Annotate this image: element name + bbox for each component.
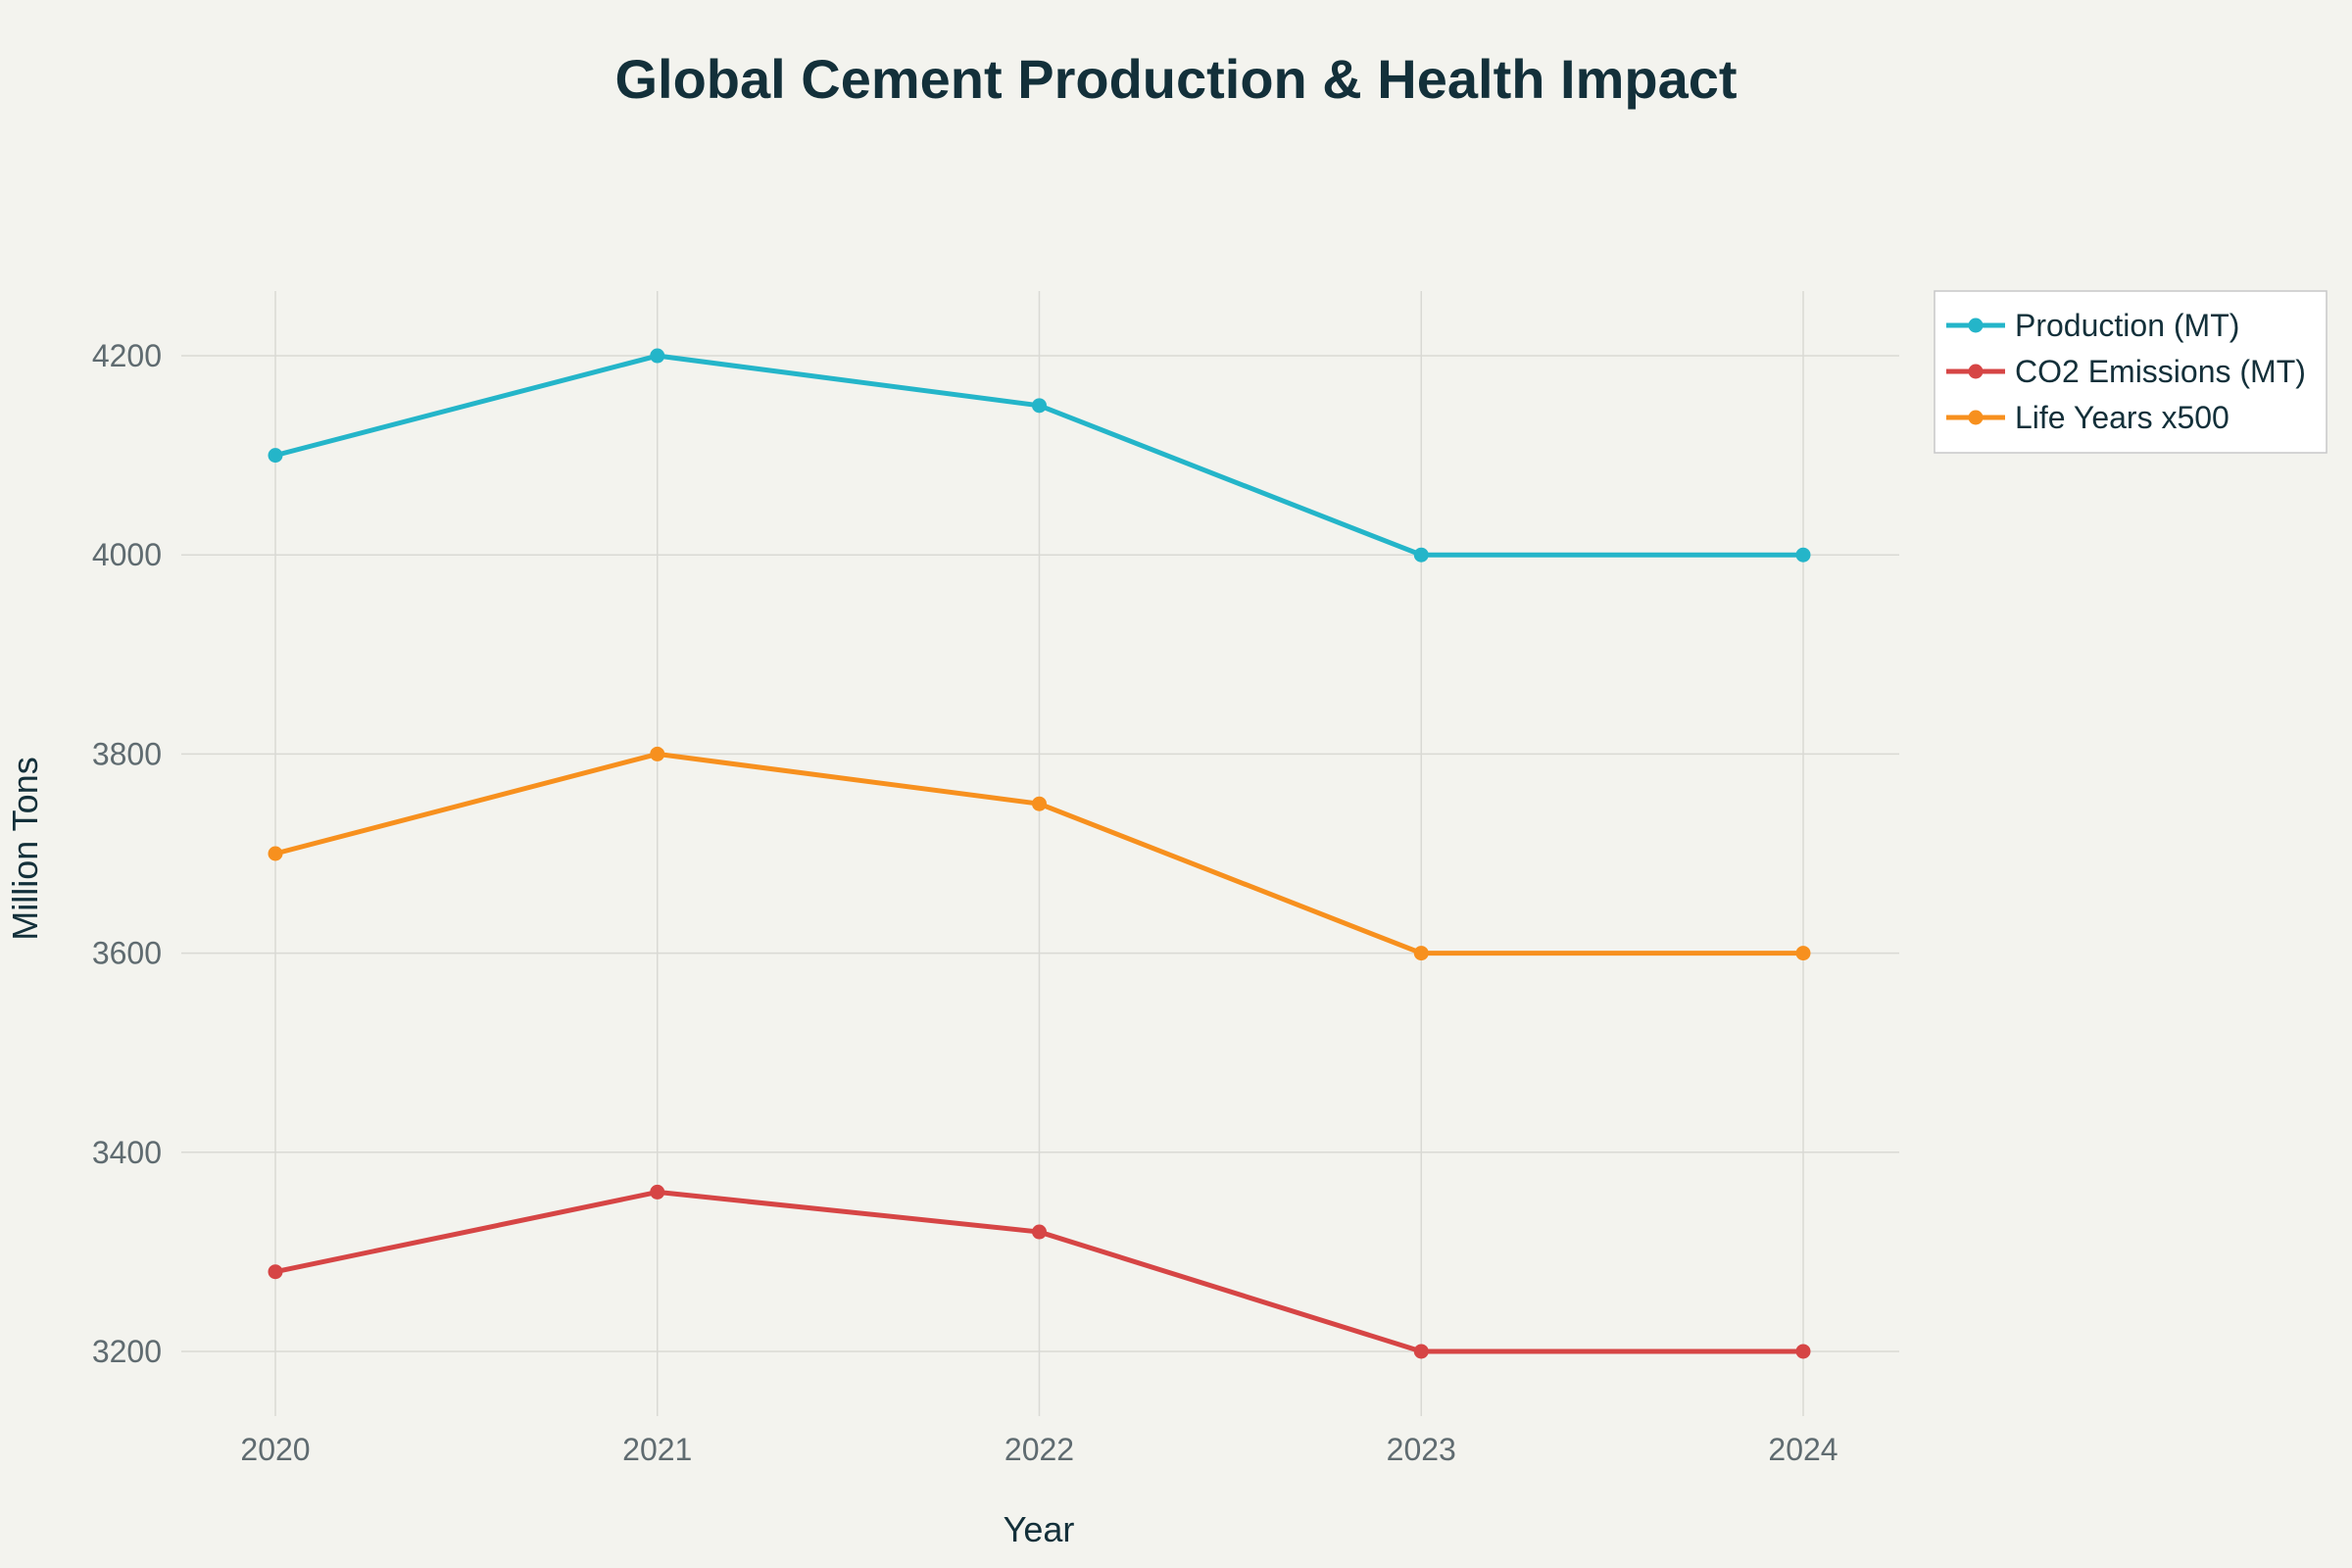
y-tick-label: 3200 — [92, 1334, 162, 1369]
x-tick-label: 2023 — [1387, 1432, 1456, 1467]
series-0 — [268, 348, 1811, 563]
grid — [181, 291, 1899, 1416]
legend[interactable]: Production (MT) CO2 Emissions (MT) Life Ye… — [1934, 290, 2328, 454]
data-point[interactable] — [1413, 1344, 1429, 1359]
legend-item[interactable]: CO2 Emissions (MT) — [1946, 354, 2306, 389]
x-axis-ticks: 2020 2021 2022 2023 2024 — [240, 1432, 1838, 1467]
data-point[interactable] — [268, 846, 283, 861]
legend-label: CO2 Emissions (MT) — [2015, 354, 2306, 389]
y-tick-label: 3400 — [92, 1135, 162, 1170]
data-point[interactable] — [650, 746, 665, 761]
legend-label: Life Years x500 — [2015, 400, 2230, 435]
y-tick-label: 4200 — [92, 338, 162, 373]
data-point[interactable] — [1795, 946, 1811, 961]
legend-swatch-marker — [1968, 318, 1984, 333]
series-1 — [268, 1184, 1811, 1359]
x-tick-label: 2024 — [1768, 1432, 1838, 1467]
data-point[interactable] — [650, 1184, 665, 1200]
legend-swatch-marker — [1968, 410, 1984, 425]
data-point[interactable] — [1413, 946, 1429, 961]
x-axis-title: Year — [1004, 1509, 1075, 1549]
legend-swatch-marker — [1968, 364, 1984, 379]
series-layer — [268, 348, 1811, 1359]
x-tick-label: 2022 — [1004, 1432, 1074, 1467]
legend-item[interactable]: Life Years x500 — [1946, 400, 2230, 435]
chart-title: Global Cement Production & Health Impact — [614, 48, 1737, 110]
data-point[interactable] — [268, 1264, 283, 1280]
legend-item[interactable]: Production (MT) — [1946, 308, 2239, 343]
data-point[interactable] — [1032, 796, 1047, 811]
x-tick-label: 2021 — [622, 1432, 692, 1467]
data-point[interactable] — [1032, 1224, 1047, 1240]
data-point[interactable] — [1795, 1344, 1811, 1359]
data-point[interactable] — [650, 348, 665, 364]
y-axis-ticks: 3200 3400 3600 3800 4000 4200 — [92, 338, 162, 1369]
data-point[interactable] — [1032, 398, 1047, 414]
data-point[interactable] — [268, 448, 283, 464]
data-point[interactable] — [1795, 547, 1811, 563]
y-axis-title: Million Tons — [5, 757, 45, 940]
legend-label: Production (MT) — [2015, 308, 2239, 343]
x-tick-label: 2020 — [240, 1432, 310, 1467]
y-tick-label: 3800 — [92, 736, 162, 771]
series-2 — [268, 746, 1811, 961]
y-tick-label: 3600 — [92, 936, 162, 971]
y-tick-label: 4000 — [92, 537, 162, 572]
data-point[interactable] — [1413, 547, 1429, 563]
